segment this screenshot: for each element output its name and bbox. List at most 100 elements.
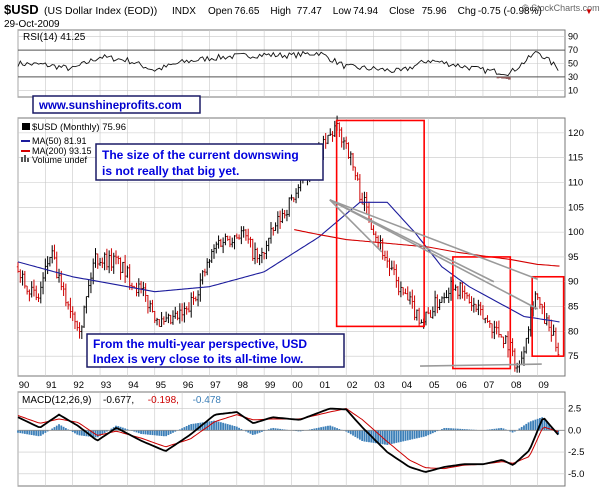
macd-histogram-bar (76, 430, 79, 435)
macd-histogram-bar (142, 430, 145, 435)
rsi-oversold-fill (501, 76, 504, 79)
macd-histogram-bar (308, 429, 311, 431)
macd-histogram-bar (320, 427, 323, 431)
macd-histogram-bar (404, 430, 407, 441)
macd-histogram-bar (28, 430, 31, 435)
x-tick-label: 06 (456, 380, 467, 391)
rsi-chart (17, 49, 565, 80)
macd-histogram-bar (523, 425, 525, 431)
rsi-y-tick: 50 (568, 59, 578, 69)
macd-histogram-bar (443, 428, 446, 431)
website-box: www.sunshineprofits.com (32, 95, 201, 114)
macd-histogram-bar (99, 430, 101, 436)
macd-histogram-bar (153, 430, 156, 436)
price-y-tick: 90 (568, 277, 579, 288)
x-tick-label: 91 (46, 380, 57, 391)
macd-histogram-bar (466, 429, 468, 431)
macd-histogram-bar (513, 430, 516, 432)
macd-histogram-bar (103, 430, 106, 433)
macd-histogram-bar (434, 430, 436, 433)
ma200-legend-label: MA(200) 93.15 (32, 146, 92, 156)
macd-histogram-bar (415, 430, 418, 439)
macd-histogram-bar (354, 430, 357, 437)
macd-histogram-bar (491, 429, 493, 431)
macd-histogram-bar (299, 430, 302, 432)
macd-histogram-bar (235, 426, 238, 431)
macd-y-tick: -2.5 (568, 447, 584, 458)
macd-histogram-bar (281, 429, 284, 431)
macd-histogram-bar (548, 423, 550, 431)
macd-histogram-bar (418, 430, 421, 438)
macd-histogram-bar (71, 430, 74, 433)
macd-histogram-bar (363, 430, 366, 442)
macd-histogram-bar (431, 430, 434, 434)
x-tick-label: 09 (538, 380, 549, 391)
macd-histogram-bar (550, 426, 553, 431)
copyright-text: © StockCharts.com (522, 3, 600, 13)
macd-histogram-bar (144, 430, 147, 435)
rsi-title: RSI(14) 41.25 (23, 32, 86, 43)
macd-histogram-bar (183, 427, 186, 431)
macd-histogram-bar (384, 430, 386, 445)
macd-histogram-bar (238, 427, 240, 431)
macd-y-tick: 2.5 (568, 404, 581, 415)
macd-histogram-bar (203, 422, 206, 431)
trend-line (329, 199, 539, 310)
macd-histogram-bar (215, 420, 218, 431)
macd-histogram-bar (247, 430, 250, 433)
macd-histogram-bar (133, 430, 136, 432)
ohlc-open-label: Open (208, 6, 232, 17)
macd-histogram-bar (493, 428, 496, 431)
macd-histogram-bar (206, 421, 209, 431)
price-y-tick: 85 (568, 302, 579, 313)
rsi-oversold-fill (503, 76, 507, 79)
macd-histogram-bar (67, 429, 70, 431)
ma200-line (294, 229, 560, 267)
macd-histogram-bar (520, 426, 523, 431)
macd-histogram-bar (149, 430, 152, 435)
volume-legend-icon (21, 155, 29, 162)
macd-histogram-bar (532, 420, 534, 431)
macd-histogram-bar (126, 429, 129, 431)
macd-histogram-bar (377, 430, 380, 444)
macd-histogram-bar (331, 426, 334, 431)
macd-title-label: MACD(12,26,9) (22, 395, 91, 406)
macd-histogram-bar (495, 428, 498, 431)
macd-histogram-bar (192, 423, 195, 431)
macd-histogram-bar (167, 430, 170, 436)
macd-histogram-bar (222, 422, 225, 431)
macd-histogram-bar (213, 420, 215, 431)
macd-histogram-bar (356, 430, 359, 439)
macd-histogram-bar (51, 428, 54, 431)
macd-histogram-bar (80, 430, 83, 436)
macd-histogram-bar (336, 428, 338, 431)
macd-histogram-bar (500, 427, 503, 431)
macd-histogram-bar (422, 430, 425, 437)
macd-histogram-bar (411, 430, 414, 440)
trend-line (329, 199, 538, 280)
rsi-y-tick: 70 (568, 45, 578, 55)
macd-histogram-bar (101, 430, 104, 435)
price-y-tick: 75 (568, 351, 579, 362)
macd-histogram-bar (420, 430, 423, 438)
macd-histogram-bar (409, 430, 411, 440)
macd-histogram-bar (135, 430, 138, 433)
x-tick-label: 02 (347, 380, 358, 391)
ohlc-low-value: 74.94 (353, 6, 378, 17)
trend-line (329, 199, 383, 253)
macd-histogram-bar (240, 429, 243, 431)
ohlc-low-label: Low (333, 6, 352, 17)
macd-histogram-bar (210, 421, 213, 431)
macd-histogram-bar (270, 428, 272, 431)
ohlc-readout: Open 76.65 High 77.47 Low 74.94 Close 75.96 Chg -… (208, 6, 593, 17)
macd-title-value: -0.478 (193, 395, 222, 406)
macd-histogram-bar (178, 429, 181, 431)
downswing-annotation: The size of the current downswing is not… (95, 143, 324, 181)
macd-histogram-bar (349, 430, 352, 435)
macd-title-value: -0.677, (103, 395, 134, 406)
x-tick-label: 99 (265, 380, 276, 391)
macd-histogram-bar (105, 430, 108, 432)
macd-histogram-bar (60, 425, 63, 431)
macd-histogram-bar (509, 430, 512, 432)
